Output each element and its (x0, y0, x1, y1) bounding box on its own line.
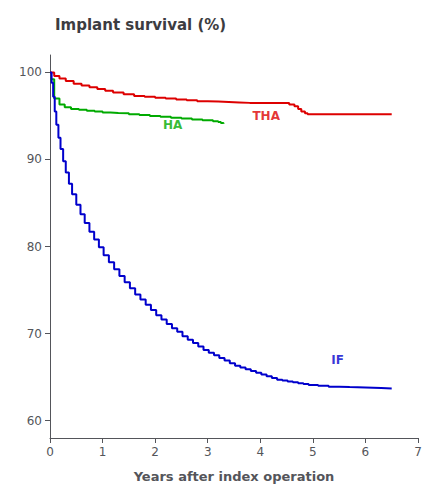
svg-text:70: 70 (27, 327, 42, 341)
svg-text:THA: THA (252, 109, 280, 123)
svg-text:3: 3 (204, 445, 212, 459)
svg-text:HA: HA (163, 118, 183, 132)
svg-text:4: 4 (256, 445, 264, 459)
svg-text:2: 2 (151, 445, 159, 459)
svg-text:Implant survival (%): Implant survival (%) (55, 16, 226, 34)
svg-text:6: 6 (362, 445, 370, 459)
svg-text:80: 80 (27, 240, 42, 254)
svg-text:90: 90 (27, 152, 42, 166)
svg-text:5: 5 (309, 445, 317, 459)
svg-text:0: 0 (46, 445, 54, 459)
svg-text:7: 7 (414, 445, 422, 459)
svg-text:Years after index operation: Years after index operation (133, 469, 335, 484)
svg-text:100: 100 (19, 65, 42, 79)
svg-text:IF: IF (331, 353, 344, 367)
svg-text:60: 60 (27, 414, 42, 428)
svg-text:1: 1 (99, 445, 107, 459)
